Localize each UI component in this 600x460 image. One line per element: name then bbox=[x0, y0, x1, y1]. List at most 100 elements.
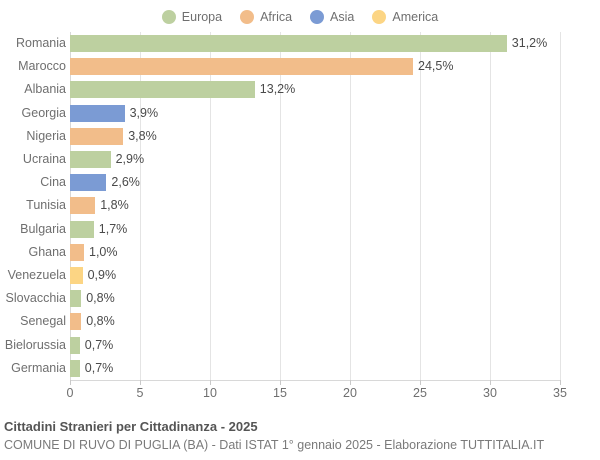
x-tick-mark-35 bbox=[560, 380, 561, 385]
legend-label: Africa bbox=[260, 9, 293, 24]
bar-marocco[interactable] bbox=[70, 58, 413, 76]
bar-value-label: 1,0% bbox=[89, 244, 118, 259]
chart-row: Marocco 24,5% bbox=[0, 55, 600, 78]
gridline-25 bbox=[420, 32, 421, 380]
category-label: Bielorussia bbox=[4, 337, 66, 352]
category-label: Nigeria bbox=[26, 128, 66, 143]
category-label: Venezuela bbox=[7, 268, 66, 282]
bar-germania[interactable] bbox=[70, 359, 80, 377]
x-tick-mark-30 bbox=[490, 380, 491, 385]
bar-senegal[interactable] bbox=[70, 313, 82, 331]
legend-item-america[interactable]: America bbox=[372, 10, 438, 24]
bar-value-label: 0,9% bbox=[87, 268, 117, 282]
bar-value-label: 31,2% bbox=[511, 36, 548, 50]
category-label: Ghana bbox=[28, 244, 66, 259]
bar-value-label: 0,8% bbox=[86, 314, 115, 329]
legend-label: America bbox=[392, 9, 439, 24]
category-label: Slovacchia bbox=[5, 291, 66, 306]
chart-row: Albania 13,2% bbox=[0, 78, 600, 101]
category-label: Romania bbox=[15, 36, 66, 50]
chart-row: Germania 0,7% bbox=[0, 357, 600, 380]
bar-chart: 0 5 10 15 20 25 30 35 Romania 31,2% Marocco 24,5% Al… bbox=[0, 32, 600, 400]
chart-subtitle: COMUNE DI RUVO DI PUGLIA (BA) - Dati IST… bbox=[4, 438, 545, 452]
gridline-15 bbox=[280, 32, 281, 380]
x-tick-label: 5 bbox=[136, 386, 144, 400]
x-tick-label: 25 bbox=[413, 386, 427, 400]
chart-row: Nigeria 3,8% bbox=[0, 125, 600, 148]
x-tick-label: 15 bbox=[273, 386, 287, 400]
x-tick-mark-10 bbox=[210, 380, 211, 385]
legend-swatch-icon bbox=[240, 10, 255, 24]
category-label: Tunisia bbox=[26, 198, 66, 213]
chart-row: Tunisia 1,8% bbox=[0, 194, 600, 217]
category-label: Cina bbox=[40, 175, 66, 190]
chart-row: Georgia 3,9% bbox=[0, 102, 600, 125]
bar-value-label: 13,2% bbox=[259, 82, 296, 97]
chart-row: Cina 2,6% bbox=[0, 171, 600, 194]
bar-ghana[interactable] bbox=[70, 243, 84, 261]
chart-row: Bielorussia 0,7% bbox=[0, 334, 600, 357]
bar-cina[interactable] bbox=[70, 174, 107, 192]
bar-tunisia[interactable] bbox=[70, 197, 96, 215]
category-label: Bulgaria bbox=[20, 221, 66, 236]
bar-value-label: 2,6% bbox=[111, 175, 140, 190]
bar-value-label: 3,9% bbox=[129, 105, 159, 120]
legend-item-asia[interactable]: Asia bbox=[310, 10, 354, 24]
category-label: Albania bbox=[24, 82, 66, 97]
bar-romania[interactable] bbox=[70, 35, 507, 52]
legend-label: Europa bbox=[181, 9, 223, 24]
gridline-35 bbox=[560, 32, 561, 380]
legend-swatch-icon bbox=[372, 10, 387, 24]
chart-title: Cittadini Stranieri per Cittadinanza - 2… bbox=[4, 419, 258, 434]
legend-label: Asia bbox=[330, 9, 355, 24]
legend-swatch-icon bbox=[310, 10, 325, 24]
bar-slovacchia[interactable] bbox=[70, 290, 82, 308]
x-tick-mark-25 bbox=[420, 380, 421, 385]
x-tick-label: 30 bbox=[483, 386, 497, 400]
legend-swatch-icon bbox=[161, 10, 176, 24]
legend-item-africa[interactable]: Africa bbox=[240, 10, 292, 24]
bar-ucraina[interactable] bbox=[70, 151, 111, 168]
x-tick-mark-0 bbox=[70, 380, 71, 385]
category-label: Georgia bbox=[21, 105, 66, 120]
x-tick-label: 20 bbox=[343, 386, 357, 400]
bar-value-label: 3,8% bbox=[128, 128, 157, 143]
chart-footer: Cittadini Stranieri per Cittadinanza - 2… bbox=[0, 418, 600, 454]
bar-value-label: 0,7% bbox=[84, 337, 114, 352]
x-tick-mark-20 bbox=[350, 380, 351, 385]
category-label: Marocco bbox=[18, 59, 66, 74]
bar-bulgaria[interactable] bbox=[70, 220, 94, 238]
gridline-5 bbox=[140, 32, 141, 380]
bar-value-label: 0,8% bbox=[86, 291, 115, 306]
chart-row: Senegal 0,8% bbox=[0, 310, 600, 333]
bar-value-label: 0,7% bbox=[84, 360, 114, 375]
chart-row: Venezuela 0,9% bbox=[0, 264, 600, 287]
chart-row: Slovacchia 0,8% bbox=[0, 287, 600, 310]
bar-nigeria[interactable] bbox=[70, 127, 124, 145]
x-tick-label: 35 bbox=[553, 386, 567, 400]
bar-bielorussia[interactable] bbox=[70, 336, 80, 354]
bar-venezuela[interactable] bbox=[70, 267, 83, 284]
bar-albania[interactable] bbox=[70, 81, 255, 99]
gridline-30 bbox=[490, 32, 491, 380]
x-tick-mark-15 bbox=[280, 380, 281, 385]
category-label: Germania bbox=[11, 360, 66, 375]
gridline-20 bbox=[350, 32, 351, 380]
bar-value-label: 24,5% bbox=[418, 59, 454, 74]
chart-row: Ghana 1,0% bbox=[0, 241, 600, 264]
category-label: Senegal bbox=[20, 314, 66, 329]
x-tick-label: 10 bbox=[203, 386, 217, 400]
bar-value-label: 2,9% bbox=[115, 152, 145, 166]
x-tick-label: 0 bbox=[66, 386, 74, 400]
chart-legend: Europa Africa Asia America bbox=[0, 6, 600, 28]
chart-row: Romania 31,2% bbox=[0, 32, 600, 55]
bar-georgia[interactable] bbox=[70, 104, 125, 122]
gridline-10 bbox=[210, 32, 211, 380]
x-axis-line bbox=[70, 380, 560, 381]
chart-row: Bulgaria 1,7% bbox=[0, 218, 600, 241]
bar-value-label: 1,8% bbox=[100, 198, 129, 213]
x-tick-mark-5 bbox=[140, 380, 141, 385]
bar-value-label: 1,7% bbox=[98, 221, 128, 236]
category-label: Ucraina bbox=[22, 152, 66, 166]
legend-item-europa[interactable]: Europa bbox=[161, 9, 223, 24]
